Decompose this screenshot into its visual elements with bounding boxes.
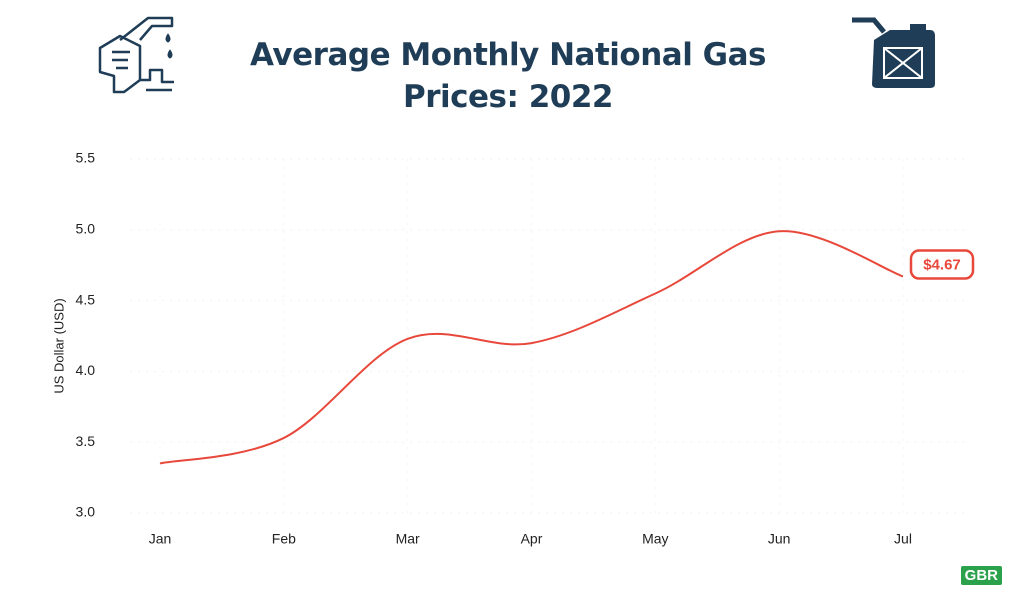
y-tick-label: 4.0 [76,362,96,378]
jerry-can-icon [852,17,935,88]
brand-logo: GBR [960,566,1002,585]
nozzle-icon [98,16,174,94]
value-label-text: $4.67 [923,256,961,273]
y-axis-label: US Dollar (USD) [51,298,66,393]
y-tick-label: 3.0 [76,504,96,520]
x-tick-label: Mar [396,531,420,547]
x-tick-label: Apr [521,531,543,547]
chart-title: Average Monthly National Gas Prices: 202… [250,37,766,115]
y-tick-label: 4.5 [76,291,96,307]
x-tick-label: Jan [149,531,172,547]
x-tick-label: May [642,531,668,547]
value-label-box [909,249,975,280]
line [159,230,904,465]
y-tick-label: 5.0 [76,221,96,237]
y-tick-label: 5.5 [76,150,96,166]
y-tick-label: 3.5 [76,433,96,449]
x-tick-label: Feb [272,531,296,547]
x-tick-label: Jul [894,531,912,547]
value-label: $4.67 [909,249,975,280]
x-tick-label: Jun [768,531,791,547]
